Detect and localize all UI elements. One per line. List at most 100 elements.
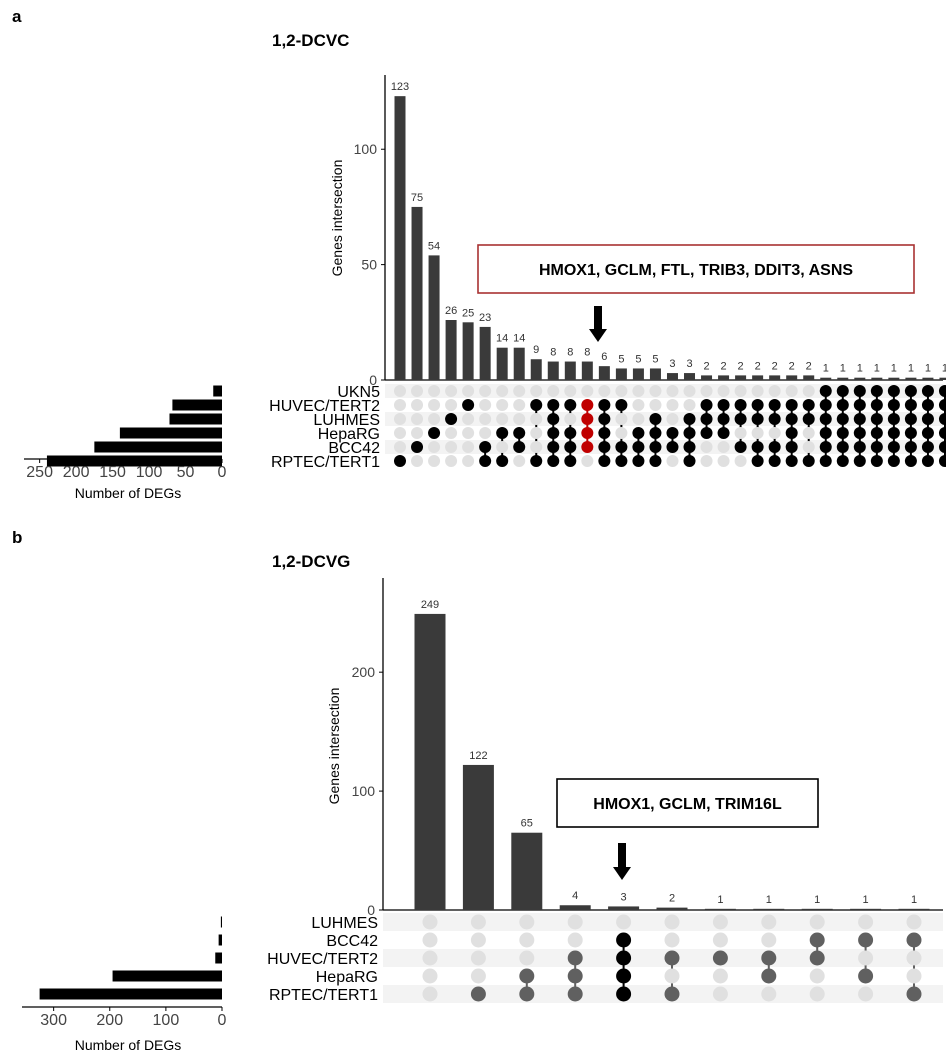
matrix-dot-inactive <box>664 968 680 984</box>
set-label: LUHMES <box>313 412 380 429</box>
matrix-dot-active <box>819 441 832 453</box>
matrix-dot-inactive <box>785 385 798 397</box>
matrix-dot-inactive <box>802 427 815 439</box>
matrix-dot-active <box>836 427 849 439</box>
annotation-arrow-head <box>613 867 631 880</box>
bar-value-label: 1 <box>863 894 869 906</box>
matrix-dot-active <box>496 427 509 439</box>
intersection-bar <box>786 375 798 380</box>
matrix-dot-active <box>809 932 825 948</box>
matrix-dot-active <box>530 455 543 467</box>
matrix-dot-active <box>836 413 849 425</box>
matrix-dot-inactive <box>712 968 728 984</box>
matrix-dot-inactive <box>712 986 728 1002</box>
matrix-dot-inactive <box>479 385 492 397</box>
intersection-bar <box>753 908 785 910</box>
chart-title: 1,2-DCVG <box>272 552 350 571</box>
intersection-bar <box>394 96 406 381</box>
intersection-bar <box>905 377 917 380</box>
matrix-dot-active <box>530 399 543 411</box>
matrix-dot-inactive <box>567 932 583 948</box>
matrix-dot-inactive <box>666 455 679 467</box>
matrix-dot-active <box>819 399 832 411</box>
intersection-bar <box>649 368 661 380</box>
set-label: HepaRG <box>316 969 378 986</box>
matrix-dot-inactive <box>428 441 441 453</box>
matrix-dot-active <box>904 385 917 397</box>
matrix-dot-inactive <box>496 441 509 453</box>
matrix-stripe <box>385 412 943 426</box>
set-label: BCC42 <box>326 933 378 950</box>
matrix-dot-inactive <box>428 455 441 467</box>
annotation-text: HMOX1, GCLM, TRIM16L <box>593 796 782 813</box>
matrix-dot-active <box>632 427 645 439</box>
intersection-bar <box>888 377 900 380</box>
matrix-dot-inactive <box>394 399 406 411</box>
matrix-dot-inactive <box>445 455 458 467</box>
bar-value-label: 9 <box>533 344 539 356</box>
intersection-bar <box>752 375 764 380</box>
matrix-dot-inactive <box>519 932 535 948</box>
set-size-bar <box>172 399 222 411</box>
matrix-dot-inactive <box>734 385 747 397</box>
matrix-dot-inactive <box>479 399 492 411</box>
matrix-dot-active <box>921 399 934 411</box>
matrix-dot-active <box>564 399 577 411</box>
matrix-dot-inactive <box>664 914 680 930</box>
matrix-dot-active <box>809 950 825 966</box>
matrix-dot-active <box>567 950 583 966</box>
panel-label: a <box>12 7 22 26</box>
matrix-dot-active <box>649 455 662 467</box>
matrix-dot-active <box>598 399 611 411</box>
intersection-bar <box>803 375 815 380</box>
matrix-dot-active <box>768 413 781 425</box>
matrix-dot-active <box>734 399 747 411</box>
matrix-dot-inactive <box>422 932 438 948</box>
bar-value-label: 6 <box>601 351 607 363</box>
matrix-dot-active <box>887 413 900 425</box>
matrix-dot-inactive <box>768 385 781 397</box>
matrix-dot-active <box>615 399 628 411</box>
matrix-dot-inactive <box>666 399 679 411</box>
y-tick-label: 100 <box>352 783 376 799</box>
bar-value-label: 8 <box>550 347 556 359</box>
matrix-dot-active <box>470 986 486 1002</box>
matrix-stripe <box>385 440 943 454</box>
intersection-bar <box>656 907 688 910</box>
set-label: HUVEC/TERT2 <box>269 398 380 415</box>
intersection-bar <box>414 613 446 910</box>
intersection-bar <box>598 366 610 380</box>
matrix-dot-active <box>616 968 632 984</box>
matrix-dot-active <box>547 399 560 411</box>
matrix-dot-inactive <box>768 427 781 439</box>
intersection-bar <box>898 908 930 910</box>
matrix-dot-inactive <box>858 914 874 930</box>
matrix-dot-inactive <box>615 385 628 397</box>
bar-value-label: 1 <box>911 894 917 906</box>
bar-value-label: 3 <box>686 358 692 370</box>
matrix-dot-inactive <box>530 441 543 453</box>
matrix-dot-active <box>819 455 832 467</box>
matrix-dot-inactive <box>666 385 679 397</box>
set-size-axis-label: Number of DEGs <box>75 1037 182 1053</box>
matrix-dot-active <box>547 413 560 425</box>
matrix-dot-inactive <box>462 427 475 439</box>
bar-value-label: 5 <box>635 353 641 365</box>
matrix-dot-active <box>700 399 713 411</box>
matrix-dot-active <box>567 986 583 1002</box>
matrix-dot-inactive <box>734 427 747 439</box>
matrix-dot-inactive <box>581 385 594 397</box>
matrix-dot-active <box>751 455 764 467</box>
matrix-dot-active <box>870 399 883 411</box>
matrix-dot-active <box>887 455 900 467</box>
matrix-dot-active <box>564 427 577 439</box>
matrix-dot-active <box>445 413 458 425</box>
matrix-dot-active <box>904 399 917 411</box>
matrix-dot-active <box>598 427 611 439</box>
matrix-dot-active <box>751 441 764 453</box>
matrix-dot-active <box>921 413 934 425</box>
matrix-dot-inactive <box>445 427 458 439</box>
intersection-bar <box>939 377 946 380</box>
intersection-bar <box>462 322 474 380</box>
